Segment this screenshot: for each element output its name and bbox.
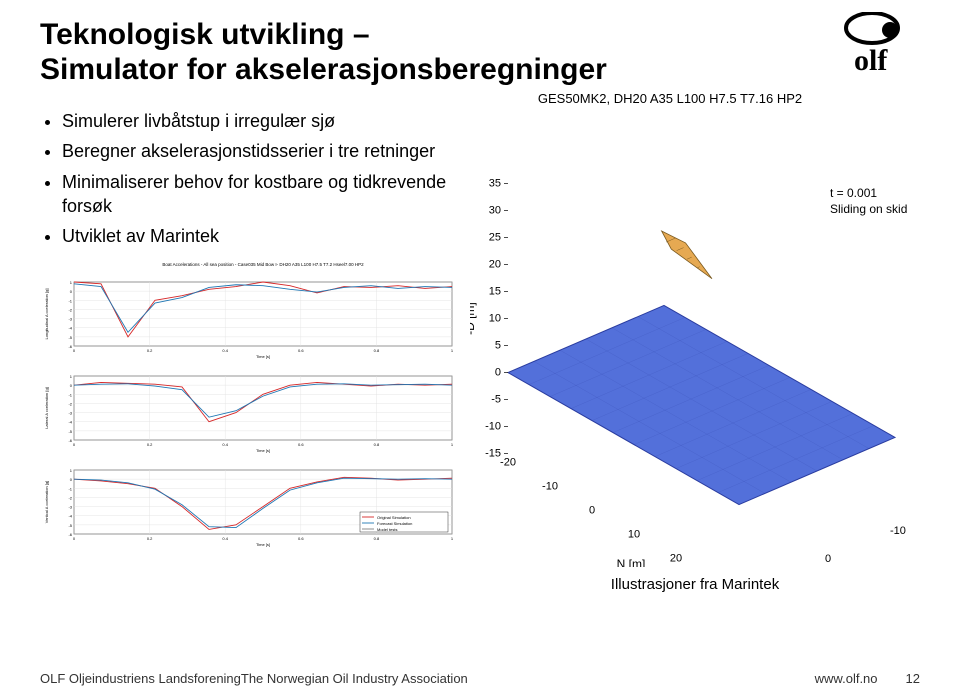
svg-text:1: 1 xyxy=(70,280,73,285)
bullet-item: Simulerer livbåtstup i irregulær sjø xyxy=(62,109,470,133)
svg-text:0: 0 xyxy=(70,384,73,389)
title-line-1: Teknologisk utvikling – xyxy=(40,18,370,51)
svg-text:Time [s]: Time [s] xyxy=(256,354,270,359)
footer-url: www.olf.no xyxy=(815,671,878,686)
svg-text:-3: -3 xyxy=(68,411,72,416)
svg-text:-5: -5 xyxy=(68,523,72,528)
svg-text:1: 1 xyxy=(70,374,73,379)
svg-text:0.6: 0.6 xyxy=(298,536,304,541)
svg-text:15: 15 xyxy=(489,286,501,298)
svg-text:t = 0.001: t = 0.001 xyxy=(830,186,877,200)
svg-text:0.4: 0.4 xyxy=(222,536,228,541)
svg-text:-3: -3 xyxy=(68,317,72,322)
svg-text:Forecast Simulation: Forecast Simulation xyxy=(377,521,412,526)
svg-text:-2: -2 xyxy=(68,308,72,313)
bullet-list: Simulerer livbåtstup i irregulær sjø Ber… xyxy=(40,109,470,248)
svg-text:0: 0 xyxy=(825,553,831,565)
svg-text:35: 35 xyxy=(489,178,501,190)
svg-text:GES50MK2, DH20 A35 L100 H7.5 T: GES50MK2, DH20 A35 L100 H7.5 T7.16 HP2 xyxy=(538,91,802,106)
svg-text:-5: -5 xyxy=(68,335,72,340)
svg-text:-1: -1 xyxy=(68,393,72,398)
footer-org: OLF Oljeindustriens LandsforeningThe Nor… xyxy=(40,671,468,686)
page-title: Teknologisk utvikling – Simulator for ak… xyxy=(40,18,920,87)
svg-text:0.2: 0.2 xyxy=(147,442,153,447)
svg-text:-10: -10 xyxy=(542,481,558,493)
svg-text:0: 0 xyxy=(73,348,76,353)
svg-text:0.2: 0.2 xyxy=(147,348,153,353)
svg-text:0: 0 xyxy=(73,536,76,541)
svg-text:Vertical A cceleration [g]: Vertical A cceleration [g] xyxy=(44,481,49,523)
svg-text:-2: -2 xyxy=(68,402,72,407)
svg-text:-1: -1 xyxy=(68,299,72,304)
svg-text:-4: -4 xyxy=(68,326,72,331)
svg-text:Lateral A cceleration [g]: Lateral A cceleration [g] xyxy=(44,388,49,430)
bullet-item: Minimaliserer behov for kostbare og tidk… xyxy=(62,170,470,219)
svg-text:5: 5 xyxy=(495,340,501,352)
scene-caption: Illustrasjoner fra Marintek xyxy=(470,576,920,593)
svg-text:20: 20 xyxy=(670,553,682,565)
svg-text:0.8: 0.8 xyxy=(374,348,380,353)
svg-text:Longitudinal A cceleration [g]: Longitudinal A cceleration [g] xyxy=(44,289,49,340)
svg-text:N [m]: N [m] xyxy=(617,557,646,567)
svg-text:0.6: 0.6 xyxy=(298,442,304,447)
svg-text:0: 0 xyxy=(589,505,595,517)
footer: OLF Oljeindustriens LandsforeningThe Nor… xyxy=(40,671,920,686)
svg-text:-4: -4 xyxy=(68,514,72,519)
mini-chart-stack: Boat Accelerations - All sea position - … xyxy=(40,258,470,553)
svg-text:-10: -10 xyxy=(485,421,501,433)
svg-text:-3: -3 xyxy=(68,505,72,510)
svg-text:-5: -5 xyxy=(68,429,72,434)
svg-text:Boat Accelerations - All sea p: Boat Accelerations - All sea position - … xyxy=(162,262,364,267)
acceleration-charts: Boat Accelerations - All sea position - … xyxy=(40,258,460,548)
svg-text:-15: -15 xyxy=(485,448,501,460)
3d-scene: GES50MK2, DH20 A35 L100 H7.5 T7.16 HP2 -1… xyxy=(470,87,920,567)
title-line-2: Simulator for akselerasjonsberegninger xyxy=(40,53,607,86)
svg-text:25: 25 xyxy=(489,232,501,244)
svg-text:Model tests: Model tests xyxy=(377,527,397,532)
svg-text:Sliding on skid: Sliding on skid xyxy=(830,202,907,216)
svg-text:-5: -5 xyxy=(491,394,501,406)
svg-text:0.8: 0.8 xyxy=(374,536,380,541)
svg-text:-10: -10 xyxy=(890,525,906,537)
svg-text:0: 0 xyxy=(73,442,76,447)
logo-text: olf xyxy=(854,44,888,77)
svg-text:-20: -20 xyxy=(500,457,516,469)
bullet-item: Beregner akselerasjonstidsserier i tre r… xyxy=(62,139,470,163)
bullet-item: Utviklet av Marintek xyxy=(62,224,470,248)
svg-text:0.2: 0.2 xyxy=(147,536,153,541)
svg-text:Original Simulation: Original Simulation xyxy=(377,515,411,520)
svg-text:Time [s]: Time [s] xyxy=(256,448,270,453)
svg-text:0.4: 0.4 xyxy=(222,348,228,353)
footer-pagenum: 12 xyxy=(906,671,920,686)
svg-text:0.4: 0.4 xyxy=(222,442,228,447)
svg-text:-D [m]: -D [m] xyxy=(470,302,477,335)
svg-text:0.6: 0.6 xyxy=(298,348,304,353)
svg-text:0.8: 0.8 xyxy=(374,442,380,447)
svg-text:10: 10 xyxy=(489,313,501,325)
svg-text:0: 0 xyxy=(495,367,501,379)
svg-text:-4: -4 xyxy=(68,420,72,425)
svg-text:30: 30 xyxy=(489,205,501,217)
svg-text:10: 10 xyxy=(628,529,640,541)
svg-text:1: 1 xyxy=(70,468,73,473)
svg-text:1: 1 xyxy=(451,536,454,541)
svg-text:-2: -2 xyxy=(68,496,72,501)
svg-text:1: 1 xyxy=(451,442,454,447)
svg-text:0: 0 xyxy=(70,290,73,295)
svg-text:1: 1 xyxy=(451,348,454,353)
svg-text:Time [s]: Time [s] xyxy=(256,542,270,547)
svg-text:-1: -1 xyxy=(68,487,72,492)
olf-logo: olf xyxy=(840,12,920,83)
svg-text:20: 20 xyxy=(489,259,501,271)
svg-text:0: 0 xyxy=(70,478,73,483)
